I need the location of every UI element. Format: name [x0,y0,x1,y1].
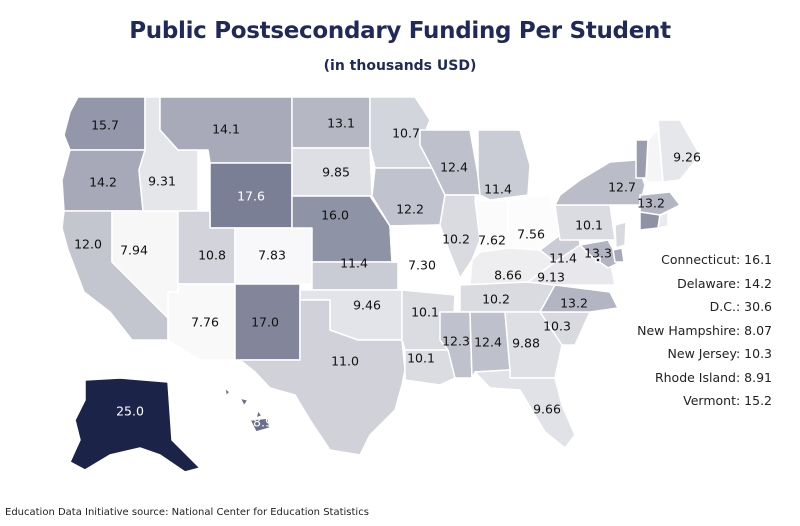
state-hi [224,387,271,433]
state-value-label: 14.2 [89,175,117,190]
state-value-label: 9.13 [537,270,565,285]
state-value-label: 9.85 [322,165,350,180]
legend-item: Rhode Island: 8.91 [654,369,772,385]
state-ny [554,159,646,206]
state-ma [639,191,681,216]
state-value-label: 10.2 [442,232,470,247]
state-value-label: 13.2 [560,296,588,311]
legend-item: Vermont: 15.2 [683,393,772,408]
legend-item: D.C.: 30.6 [709,299,772,314]
state-dc [595,257,601,263]
state-value-label: 7.76 [191,315,219,330]
state-value-label: 11.4 [484,182,512,197]
state-value-label: 13.2 [637,196,665,211]
state-value-label: 10.1 [575,218,603,233]
state-vt [635,139,649,179]
state-value-label: 10.2 [482,292,510,307]
state-value-label: 7.62 [478,233,506,248]
state-de [612,247,625,263]
legend-item: Delaware: 14.2 [677,275,772,291]
map-subtitle: (in thousands USD) [323,58,477,74]
state-tx [239,299,406,456]
state-value-label: 16.0 [321,208,349,223]
state-value-label: 17.0 [251,315,279,330]
state-mi [477,129,531,201]
state-value-label: 15.7 [91,118,119,133]
state-value-label: 14.1 [212,122,240,137]
state-value-label: 7.83 [258,248,286,263]
state-value-label: 12.3 [442,334,470,349]
state-value-label: 7.30 [408,258,436,273]
state-value-label: 10.8 [198,248,226,263]
state-la [404,349,456,386]
state-nc [539,284,619,313]
state-value-label: 9.88 [512,336,540,351]
state-value-label: 13.3 [584,246,612,261]
state-value-label: 7.94 [120,243,148,258]
map-title: Public Postsecondary Funding Per Student [129,18,671,44]
state-ct [639,211,661,231]
state-value-label: 8.66 [494,268,522,283]
legend-item: New Hampshire: 8.07 [637,322,772,338]
state-value-label: 9.46 [353,298,381,313]
state-value-label: 12.4 [474,335,502,350]
state-value-label: 9.26 [673,150,701,165]
state-value-label: 17.6 [237,189,265,204]
state-value-label: 12.4 [440,160,468,175]
state-value-label: 10.1 [411,305,439,320]
state-value-label: 10.7 [392,126,420,141]
states-layer [61,96,701,473]
state-value-label: 13.1 [327,116,355,131]
state-md [579,239,621,269]
state-value-label: 9.66 [533,402,561,417]
state-value-label: 12.7 [608,180,636,195]
state-value-label: 12.0 [74,237,102,252]
state-value-label: 11.4 [549,251,577,266]
state-value-label: 9.31 [148,174,176,189]
legend-item: New Jersey: 10.3 [667,346,772,361]
state-labels-layer: 15.7 14.2 12.0 7.94 9.31 14.1 17.6 10.8 7.83 7.76… [74,116,701,430]
state-value-label: 11.4 [340,256,368,271]
state-value-label: 25.0 [116,404,144,419]
state-value-label: 18.9 [245,415,273,430]
state-ak [69,377,201,473]
state-value-label: 7.56 [517,227,545,242]
state-nj [614,221,627,249]
legend-item: Connecticut: 16.1 [661,252,772,267]
state-value-label: 10.3 [543,319,571,334]
state-value-label: 10.1 [407,351,435,366]
state-value-label: 11.0 [331,354,359,369]
source-note: Education Data Initiative source: Nation… [5,507,369,518]
state-fl [474,369,576,449]
state-value-label: 12.2 [396,202,424,217]
state-ri [657,211,669,229]
small-states-legend: Connecticut: 16.1 Delaware: 14.2 D.C.: 3… [637,248,772,413]
